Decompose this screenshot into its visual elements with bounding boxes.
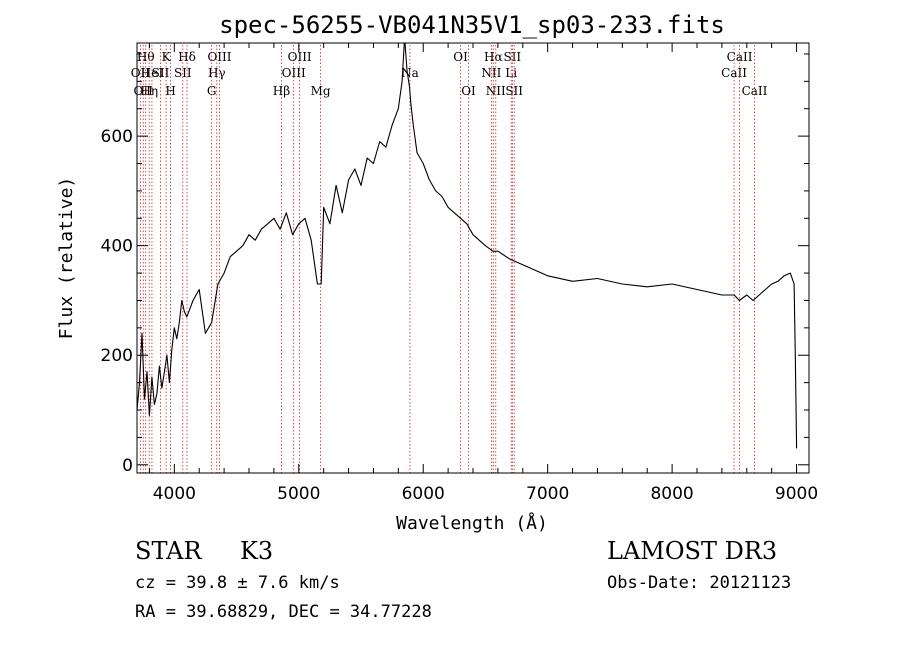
marker-label-20: NII — [481, 66, 501, 80]
marker-label-25: SII — [505, 84, 523, 98]
y-tick-label-3: 600 — [101, 127, 133, 147]
line-markers: OIIOIIHθHηHeISIIKHSIIHδGHγOIIIHβOIIIOIII… — [131, 45, 768, 473]
spectrum-chart: spec-56255-VB041N35V1_sp03-233.fits OII O… — [56, 11, 818, 534]
redshift-text: cz = 39.8 ± 7.6 km/s — [135, 573, 340, 593]
obs-date: Obs-Date: 20121123 — [607, 573, 792, 593]
marker-label-6: K — [162, 50, 172, 64]
marker-label-13: Hβ — [273, 84, 290, 98]
marker-label-10: G — [207, 84, 217, 98]
marker-label-27: CaII — [727, 50, 753, 64]
marker-label-16: Mg — [311, 84, 331, 98]
marker-label-14: OIII — [282, 66, 306, 80]
marker-label-26: CaII — [721, 66, 747, 80]
marker-label-3: Hη — [140, 84, 158, 98]
y-axis-label: Flux (relative) — [56, 177, 77, 340]
plot-frame — [136, 42, 810, 474]
coordinates: RA = 39.68829, DEC = 34.77228 — [135, 602, 432, 622]
x-tick-label-5: 9000 — [775, 484, 818, 504]
marker-label-18: OI — [453, 50, 468, 64]
marker-label-8: SII — [174, 66, 192, 80]
x-tick-label-1: 5000 — [277, 484, 320, 504]
marker-label-23: Li — [505, 66, 517, 80]
object-class: STAR — [135, 537, 202, 565]
marker-label-11: Hγ — [208, 66, 226, 80]
axes-ticks: 4000 5000 6000 7000 8000 9000 0 200 400 600 — [101, 43, 818, 504]
marker-label-9: Hδ — [178, 50, 196, 64]
marker-label-5: SII — [152, 66, 170, 80]
marker-label-4: HeI — [141, 66, 164, 80]
series-line-0 — [137, 43, 798, 449]
x-tick-label-4: 8000 — [650, 484, 693, 504]
marker-label-19: OI — [461, 84, 476, 98]
y-tick-label-1: 200 — [101, 346, 133, 366]
marker-label-7: H — [165, 84, 175, 98]
survey-label: LAMOST DR3 — [607, 537, 778, 565]
y-tick-label-0: 0 — [122, 456, 133, 476]
object-subclass: K3 — [240, 537, 274, 565]
marker-label-22: NII — [486, 84, 506, 98]
x-axis-label: Wavelength (Å) — [396, 512, 548, 534]
marker-label-12: OIII — [207, 50, 231, 64]
marker-label-1: OII — [134, 84, 154, 98]
marker-label-24: SII — [503, 50, 521, 64]
x-tick-label-2: 6000 — [402, 484, 445, 504]
marker-label-28: CaII — [742, 84, 768, 98]
marker-label-21: Hα — [484, 50, 503, 64]
chart-title: spec-56255-VB041N35V1_sp03-233.fits — [219, 11, 725, 39]
marker-label-17: Na — [401, 66, 419, 80]
marker-label-15: OIII — [288, 50, 312, 64]
x-tick-label-3: 7000 — [526, 484, 569, 504]
y-tick-label-2: 400 — [101, 237, 133, 257]
series-group — [137, 43, 798, 449]
x-tick-label-0: 4000 — [153, 484, 196, 504]
